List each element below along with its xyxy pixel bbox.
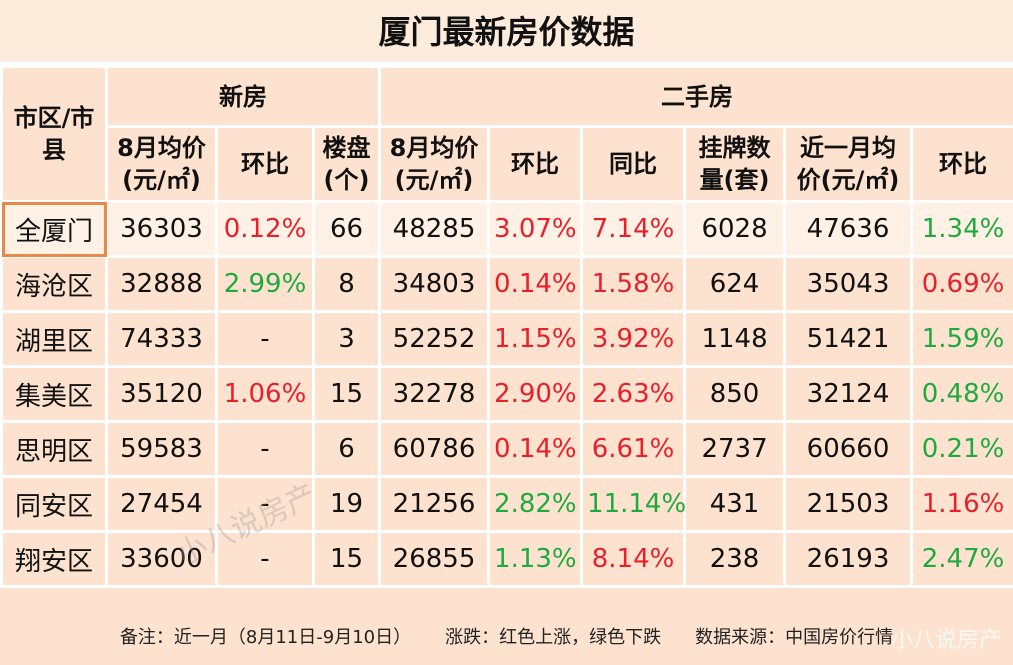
column-header: 同比 bbox=[580, 125, 687, 203]
cell: 32888 bbox=[105, 255, 218, 313]
group-header: 新房 bbox=[104, 65, 382, 128]
cell: 海沧区 bbox=[0, 255, 108, 313]
cell: 35043 bbox=[783, 255, 914, 313]
column-header: 环比 bbox=[910, 125, 1013, 203]
column-header: 8月均价(元/㎡) bbox=[378, 125, 491, 203]
cell: 33600 bbox=[105, 530, 218, 588]
cell: 2.90% bbox=[487, 365, 584, 423]
cell: 74333 bbox=[105, 310, 218, 368]
data-row: 思明区 59583-6 60786 0.14% 6.61% 2737 60660 0.21% bbox=[0, 420, 1013, 478]
cell: 0.12% bbox=[215, 200, 315, 258]
cell: 2.99% bbox=[215, 255, 315, 313]
cell: 60786 bbox=[378, 420, 491, 478]
cell: 21503 bbox=[783, 475, 914, 533]
cell: 51421 bbox=[783, 310, 914, 368]
data-row: 湖里区 74333-3 52252 1.15% 3.92% 1148 51421 1.59% bbox=[0, 310, 1013, 368]
cell: 2737 bbox=[683, 420, 787, 478]
cell: 32278 bbox=[378, 365, 491, 423]
cell: 48285 bbox=[378, 200, 491, 258]
cell: - bbox=[215, 310, 315, 368]
cell: 21256 bbox=[378, 475, 491, 533]
cell: 1.15% bbox=[487, 310, 584, 368]
title: 厦门最新房价数据 bbox=[0, 0, 1013, 65]
cell: 66 bbox=[311, 200, 382, 258]
cell: 15 bbox=[311, 365, 382, 423]
data-row: 集美区 35120 1.06% 15 32278 2.90% 2.63% 850 32124 0.… bbox=[0, 365, 1013, 423]
cell: 34803 bbox=[378, 255, 491, 313]
cell: 47636 bbox=[783, 200, 914, 258]
cell: 8.14% bbox=[580, 530, 687, 588]
price-table: 市区/市县 新房 二手房 8月均价(元/㎡) 环比 楼盘(个) 8月均价(元/㎡) 环比 同比挂… bbox=[0, 65, 1013, 588]
cell: 1.06% bbox=[215, 365, 315, 423]
cell: 15 bbox=[311, 530, 382, 588]
column-header: 8月均价(元/㎡) bbox=[105, 125, 218, 203]
table-body: 市区/市县 新房 二手房 8月均价(元/㎡) 环比 楼盘(个) 8月均价(元/㎡) 环比 同比挂… bbox=[0, 65, 1013, 588]
data-row: 同安区 27454-19 21256 2.82% 11.14% 431 21503 1.16% bbox=[0, 475, 1013, 533]
cell: 1.58% bbox=[580, 255, 687, 313]
cell: 6.61% bbox=[580, 420, 687, 478]
cell: 32124 bbox=[783, 365, 914, 423]
cell: 2.47% bbox=[910, 530, 1013, 588]
cell: 35120 bbox=[105, 365, 218, 423]
column-header: 环比 bbox=[215, 125, 315, 203]
data-row: 翔安区 33600-15 26855 1.13% 8.14% 238 26193 2.47% bbox=[0, 530, 1013, 588]
data-row: 全厦门 36303 0.12% 66 48285 3.07% 7.14% 6028 47636 1… bbox=[0, 200, 1013, 258]
cell: 全厦门 bbox=[0, 200, 108, 258]
cell: - bbox=[215, 420, 315, 478]
cell: 同安区 bbox=[0, 475, 108, 533]
cell: 3.07% bbox=[487, 200, 584, 258]
cell: 翔安区 bbox=[0, 530, 108, 588]
column-header: 楼盘(个) bbox=[311, 125, 382, 203]
cell: 1.13% bbox=[487, 530, 584, 588]
cell: 26193 bbox=[783, 530, 914, 588]
cell: 0.14% bbox=[487, 255, 584, 313]
cell: 3 bbox=[311, 310, 382, 368]
cell: - bbox=[215, 475, 315, 533]
cell: 2.63% bbox=[580, 365, 687, 423]
footnote-item: 数据来源：中国房价行情 bbox=[695, 626, 894, 648]
cell: 60660 bbox=[783, 420, 914, 478]
cell: 1148 bbox=[683, 310, 787, 368]
footnote: 备注：近一月（8月11日-9月10日） 涨跌：红色上涨，绿色下跌 数据来源：中国房价… bbox=[0, 606, 1013, 665]
cell: 431 bbox=[683, 475, 787, 533]
cell: 27454 bbox=[105, 475, 218, 533]
cell: 52252 bbox=[378, 310, 491, 368]
column-header: 近一月均价(元/㎡) bbox=[783, 125, 914, 203]
cell: 624 bbox=[683, 255, 787, 313]
cell: 6028 bbox=[683, 200, 787, 258]
cell: 26855 bbox=[378, 530, 491, 588]
column-header: 环比 bbox=[487, 125, 584, 203]
cell: 0.21% bbox=[910, 420, 1013, 478]
cell: 3.92% bbox=[580, 310, 687, 368]
cell: 238 bbox=[683, 530, 787, 588]
footnote-item: 备注：近一月（8月11日-9月10日） bbox=[119, 626, 412, 648]
cell: 2.82% bbox=[487, 475, 584, 533]
cell: 850 bbox=[683, 365, 787, 423]
header-row: 8月均价(元/㎡) 环比 楼盘(个) 8月均价(元/㎡) 环比 同比 挂牌数量(套) 近一月均… bbox=[2, 125, 1013, 203]
header-row: 市区/市县 新房 二手房 bbox=[0, 65, 1013, 203]
cell: 1.34% bbox=[910, 200, 1013, 258]
cell: 36303 bbox=[105, 200, 218, 258]
group-header: 二手房 bbox=[378, 65, 1013, 128]
cell: 0.69% bbox=[910, 255, 1013, 313]
cell: 1.59% bbox=[910, 310, 1013, 368]
cell: 集美区 bbox=[0, 365, 108, 423]
cell: 7.14% bbox=[580, 200, 687, 258]
cell: 11.14% bbox=[580, 475, 686, 533]
cell: 0.48% bbox=[910, 365, 1013, 423]
footnote-item: 涨跌：红色上涨，绿色下跌 bbox=[445, 626, 662, 648]
cell: 6 bbox=[311, 420, 382, 478]
cell: 19 bbox=[311, 475, 382, 533]
cell: 8 bbox=[311, 255, 382, 313]
cell: 0.14% bbox=[487, 420, 584, 478]
cell: - bbox=[215, 530, 315, 588]
cell: 思明区 bbox=[0, 420, 108, 478]
cell: 1.16% bbox=[910, 475, 1013, 533]
corner-header: 市区/市县 bbox=[0, 65, 108, 203]
cell: 59583 bbox=[105, 420, 218, 478]
column-header: 挂牌数量(套) bbox=[683, 125, 787, 203]
cell: 湖里区 bbox=[0, 310, 108, 368]
data-row: 海沧区 32888 2.99% 8 34803 0.14% 1.58% 624 35043 0.6… bbox=[0, 255, 1013, 313]
